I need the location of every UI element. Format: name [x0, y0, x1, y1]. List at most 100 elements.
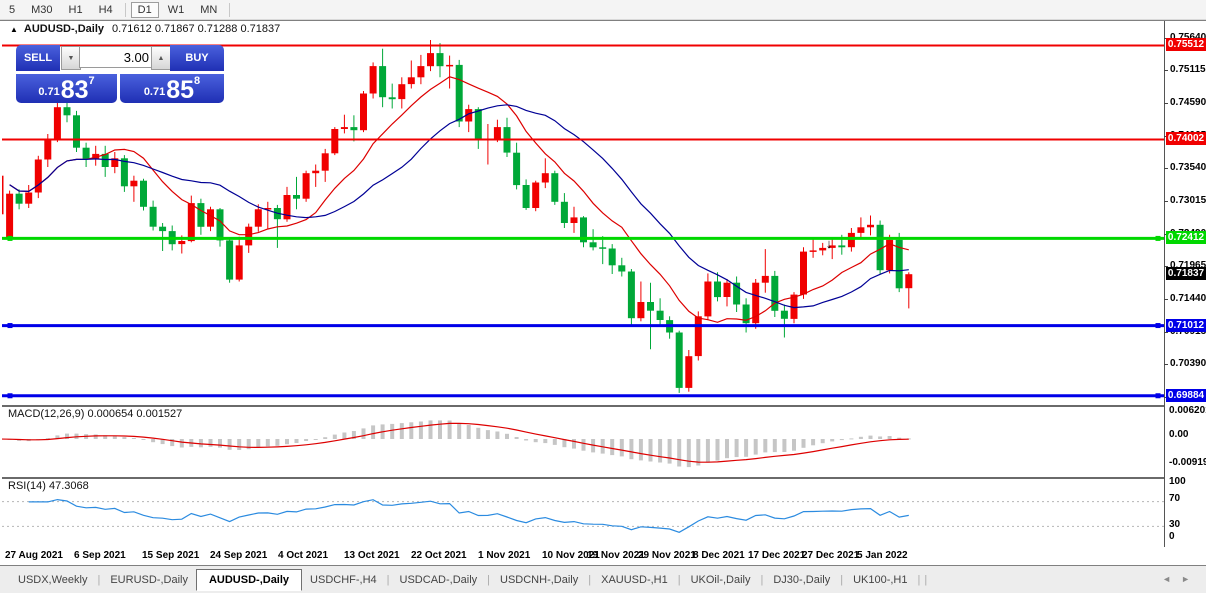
date-tick-label: 27 Aug 2021 — [5, 550, 63, 561]
buy-button[interactable]: BUY — [170, 45, 224, 71]
toolbar-separator — [229, 2, 231, 17]
rsi-indicator-label: RSI(14) 47.3068 — [8, 480, 89, 492]
timeframe-button-H4[interactable]: H4 — [98, 3, 113, 16]
rsi-tick-label: 70 — [1169, 493, 1181, 504]
rsi-tick-label: 100 — [1169, 476, 1186, 487]
tab-scroll-right-icon[interactable]: ► — [1181, 574, 1200, 584]
chart-tab-eurusd-daily[interactable]: EURUSD-,Daily — [110, 573, 188, 586]
one-click-trade-panel: SELL ▼ ▲ BUY 0.71 83 7 0.71 85 8 — [16, 45, 224, 103]
rsi-panel[interactable] — [2, 477, 1164, 549]
timeframe-button-D1[interactable]: D1 — [130, 1, 159, 18]
date-tick-label: 6 Sep 2021 — [74, 550, 126, 561]
tab-separator: | — [840, 573, 844, 586]
macd-indicator-label: MACD(12,26,9) 0.000654 0.001527 — [8, 408, 183, 420]
price-tick — [1164, 201, 1168, 202]
tab-scroll-left-icon[interactable]: ◄ — [1162, 574, 1182, 584]
chart-ohlc-values: 0.71612 0.71867 0.71288 0.71837 — [112, 23, 281, 35]
hline-price-badge: 0.69884 — [1166, 389, 1206, 402]
tab-separator: | — [487, 573, 491, 586]
chart-tab-audusd-daily[interactable]: AUDUSD-,Daily — [195, 568, 303, 591]
sell-price-box[interactable]: 0.71 83 7 — [16, 74, 117, 103]
buy-price-big: 85 — [166, 76, 195, 104]
rsi-tick-label: 0 — [1169, 531, 1175, 542]
timeframe-button-MN[interactable]: MN — [200, 3, 218, 16]
price-tick — [1164, 299, 1168, 300]
chart-tab-bar: USDX,Weekly | EURUSD-,Daily AUDUSD-,Daily US… — [0, 566, 1206, 593]
svg-text:↓: ↓ — [826, 236, 833, 251]
price-tick-label: 0.70390 — [1170, 358, 1206, 369]
timeframe-button-M30[interactable]: M30 — [31, 3, 53, 16]
chart-title-bar: ▲ AUDUSD-,Daily 0.71612 0.71867 0.71288 0.… — [0, 23, 1170, 39]
chart-tab-usdcad-daily[interactable]: USDCAD-,Daily — [399, 573, 478, 586]
tab-separator: | — [588, 573, 592, 586]
current-price-badge: 0.71837 — [1166, 267, 1206, 280]
chart-tab-usdcnh-daily[interactable]: USDCNH-,Daily — [500, 573, 579, 586]
price-tick — [1164, 266, 1168, 267]
price-tick-label: 0.75640 — [1170, 32, 1206, 43]
chart-tab-usdx-weekly[interactable]: USDX,Weekly — [18, 573, 88, 586]
chart-tab-xauusd-h1[interactable]: XAUUSD-,H1 — [601, 573, 668, 586]
price-tick — [1164, 70, 1168, 71]
buy-price-box[interactable]: 0.71 85 8 — [120, 74, 224, 103]
tab-separator: | — [924, 573, 928, 586]
date-tick-label: 27 Dec 2021 — [802, 550, 860, 561]
hline-price-badge: 0.72412 — [1166, 231, 1206, 244]
price-tick-label: 0.75115 — [1170, 64, 1206, 75]
price-tick-label: 0.73015 — [1170, 195, 1206, 206]
date-tick-label: 4 Oct 2021 — [278, 550, 329, 561]
hline-price-badge: 0.71012 — [1166, 319, 1206, 332]
date-tick-label: 24 Sep 2021 — [210, 550, 268, 561]
price-axis-separator — [1164, 21, 1165, 547]
date-tick-label: 10 Nov 2021 — [542, 550, 600, 561]
date-tick-label: 22 Oct 2021 — [411, 550, 467, 561]
chart-tab-usdchf-h4[interactable]: USDCHF-,H4 — [310, 573, 377, 586]
date-tick-label: 17 Dec 2021 — [748, 550, 806, 561]
toolbar-separator — [124, 2, 126, 17]
price-tick — [1164, 364, 1168, 365]
date-tick-label: 1 Nov 2021 — [478, 550, 531, 561]
date-tick-label: 5 Jan 2022 — [857, 550, 908, 561]
date-tick-label: 8 Dec 2021 — [693, 550, 745, 561]
price-tick-label: 0.73540 — [1170, 162, 1206, 173]
buy-price-prefix: 0.71 — [143, 86, 166, 98]
date-tick-label: 15 Sep 2021 — [142, 550, 200, 561]
sell-price-big: 83 — [60, 76, 89, 104]
volume-decrease-icon[interactable]: ▼ — [61, 46, 81, 70]
date-tick-label: 13 Oct 2021 — [344, 550, 400, 561]
hline-price-badge: 0.74002 — [1166, 132, 1206, 145]
chart-tab-ukoil-daily[interactable]: UKOil-,Daily — [690, 573, 751, 586]
price-tick — [1164, 332, 1168, 333]
price-tick — [1164, 168, 1168, 169]
volume-input[interactable] — [79, 46, 153, 68]
macd-tick-label: 0.00 — [1169, 429, 1189, 440]
price-tick-label: 0.71965 — [1170, 260, 1206, 271]
chart-symbol-title: AUDUSD-,Daily — [23, 23, 104, 35]
macd-tick-label: 0.006201 — [1169, 405, 1206, 416]
buy-price-sup: 8 — [194, 75, 201, 87]
timeframe-button-H1[interactable]: H1 — [68, 3, 83, 16]
macd-tick-label: -0.00919 — [1169, 457, 1206, 468]
price-tick-label: 0.74590 — [1170, 97, 1206, 108]
tab-separator: | — [386, 573, 390, 586]
macd-panel[interactable] — [2, 405, 1164, 476]
timeframe-button-W1[interactable]: W1 — [167, 3, 185, 16]
tab-separator: | — [97, 573, 101, 586]
sell-button[interactable]: SELL — [16, 45, 60, 71]
chart-tab-uk100-h1[interactable]: UK100-,H1 — [853, 573, 908, 586]
volume-increase-icon[interactable]: ▲ — [151, 46, 171, 70]
rsi-tick-label: 30 — [1169, 519, 1181, 530]
tab-separator: | — [917, 573, 921, 586]
date-axis[interactable]: 27 Aug 2021 6 Sep 2021 15 Sep 2021 24 Sep 2… — [2, 547, 1164, 564]
date-tick-label: 29 Nov 2021 — [638, 550, 696, 561]
price-tick — [1164, 103, 1168, 104]
timeframe-toolbar: 5 M30 H1 H4 D1 W1 MN — [0, 0, 1206, 20]
price-tick-label: 0.71440 — [1170, 293, 1206, 304]
chart-tab-dj30-daily[interactable]: DJ30-,Daily — [773, 573, 831, 586]
one-click-collapse-icon[interactable]: ▲ — [10, 25, 18, 34]
tab-separator: | — [760, 573, 764, 586]
date-tick-label: 19 Nov 2021 — [587, 550, 645, 561]
tab-separator: | — [677, 573, 681, 586]
sell-price-sup: 7 — [88, 75, 95, 87]
timeframe-button-5[interactable]: 5 — [9, 3, 16, 16]
